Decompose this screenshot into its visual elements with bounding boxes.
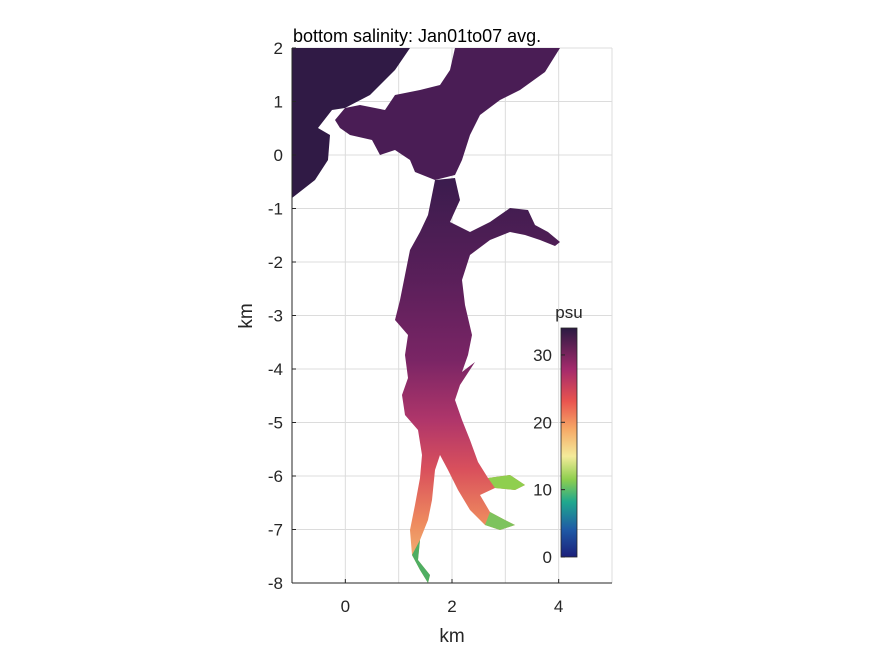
x-tick-label: 0 xyxy=(341,597,350,616)
y-tick-label: -5 xyxy=(268,414,283,433)
y-tick-label: 2 xyxy=(274,39,283,58)
y-axis-label: km xyxy=(236,303,257,328)
salinity-region-channel xyxy=(395,178,560,583)
colorbar xyxy=(560,327,578,558)
colorbar-tick-label: 20 xyxy=(533,413,552,432)
y-tick-label: -1 xyxy=(268,200,283,219)
y-tick-label: -8 xyxy=(268,574,283,593)
x-tick-labels: 0 2 4 xyxy=(341,579,563,616)
y-tick-label: -6 xyxy=(268,467,283,486)
salinity-region-tributary-east xyxy=(488,475,525,490)
salinity-region-northwest xyxy=(292,48,410,198)
y-tick-label: 0 xyxy=(274,146,283,165)
y-tick-label: -7 xyxy=(268,521,283,540)
salinity-region-north xyxy=(335,48,560,180)
y-tick-labels: 2 1 0 -1 -2 -3 -4 -5 -6 -7 -8 xyxy=(268,39,296,593)
chart-title: bottom salinity: Jan01to07 avg. xyxy=(293,26,541,46)
y-tick-label: 1 xyxy=(274,93,283,112)
colorbar-tick-label: 10 xyxy=(533,481,552,500)
x-tick-label: 4 xyxy=(554,597,563,616)
colorbar-label: psu xyxy=(555,303,582,322)
salinity-region-tributary-south xyxy=(412,540,430,583)
y-tick-label: -3 xyxy=(268,307,283,326)
colorbar-tick-label: 0 xyxy=(543,548,552,567)
x-axis-label: km xyxy=(439,626,464,647)
y-tick-label: -4 xyxy=(268,360,283,379)
y-tick-label: -2 xyxy=(268,253,283,272)
colorbar-tick-label: 30 xyxy=(533,346,552,365)
salinity-region-tributary-southeast xyxy=(485,512,515,530)
colorbar-tick-labels: 0 10 20 30 xyxy=(533,346,565,567)
salinity-field xyxy=(292,48,560,583)
x-tick-label: 2 xyxy=(447,597,456,616)
